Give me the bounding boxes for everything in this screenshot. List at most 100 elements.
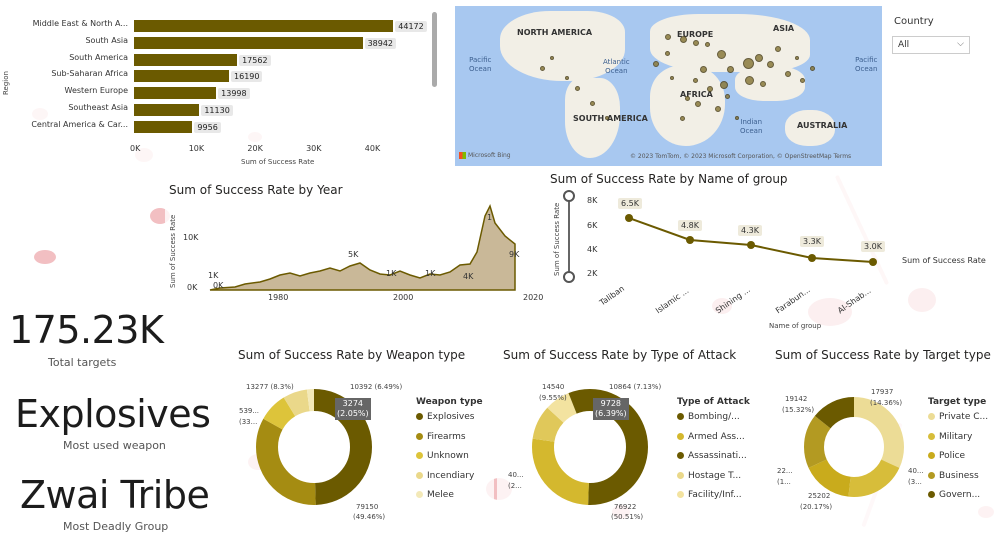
map-bubble[interactable] [715, 106, 721, 112]
map-bubble[interactable] [725, 94, 730, 99]
map-bubble[interactable] [653, 61, 659, 67]
map-bubble[interactable] [665, 51, 670, 56]
map-bubble[interactable] [685, 96, 690, 101]
map-bubble[interactable] [705, 42, 710, 47]
map-bubble[interactable] [745, 76, 754, 85]
donut-slice-government[interactable] [804, 397, 904, 497]
weapon-donut-svg [256, 389, 372, 505]
legend-item[interactable]: Private C... [928, 412, 988, 432]
region-bar[interactable] [134, 53, 238, 66]
map-bubble[interactable] [590, 101, 595, 106]
map-bubble[interactable] [693, 40, 699, 46]
map-bubble[interactable] [720, 81, 728, 89]
map-bubble[interactable] [680, 36, 687, 43]
group-point[interactable] [808, 254, 816, 262]
target-donut-chart[interactable]: Sum of Success Rate by Target type 19142… [768, 340, 996, 539]
map-bubble[interactable] [707, 86, 713, 92]
group-point[interactable] [625, 214, 633, 222]
legend-label: Incendiary [427, 470, 475, 481]
map-bubble[interactable] [727, 66, 734, 73]
attack-donut-chart[interactable]: Sum of Success Rate by Type of Attack 14… [497, 340, 763, 539]
region-bar-label: Western Europe [64, 86, 128, 96]
map-bubble[interactable] [605, 116, 609, 120]
legend-item[interactable]: Govern... [928, 490, 988, 510]
map-bubble[interactable] [670, 76, 674, 80]
slider-top-handle[interactable] [563, 190, 575, 202]
map-bubble[interactable] [540, 66, 545, 71]
legend-item[interactable]: Military [928, 432, 988, 452]
weapon-tooltip-value: 3274 [342, 399, 363, 408]
donut-slice-military[interactable] [804, 397, 904, 497]
map-bubble[interactable] [700, 66, 707, 73]
legend-item[interactable]: Melee [416, 490, 483, 510]
legend-item[interactable]: Assassinati... [677, 451, 750, 471]
map-bubble[interactable] [693, 78, 698, 83]
donut-slice-firearms[interactable] [256, 389, 372, 505]
map-label-europe: EUROPE [677, 30, 714, 39]
region-bar[interactable] [134, 120, 193, 133]
group-point[interactable] [869, 258, 877, 266]
donut-slice-business[interactable] [804, 397, 904, 497]
group-line-chart[interactable]: Sum of Success Rate by Name of group Sum… [550, 168, 990, 333]
map-bubble[interactable] [735, 116, 739, 120]
map-attribution[interactable]: © 2023 TomTom, © 2023 Microsoft Corporat… [630, 153, 852, 160]
target-annot: 22... [777, 467, 793, 475]
world-map[interactable]: NORTH AMERICA EUROPE ASIA AFRICA SOUTH A… [455, 6, 882, 166]
year-area-chart[interactable]: Sum of Success Rate by Year Sum of Succe… [165, 178, 545, 303]
legend-item[interactable]: Bombing/... [677, 412, 750, 432]
group-point[interactable] [686, 236, 694, 244]
region-bar-chart[interactable]: Region Middle East & North A... 44172 Sout… [0, 0, 445, 170]
donut-slice-assassination[interactable] [532, 389, 648, 505]
region-bar-label: South America [69, 52, 128, 62]
ocean-label-atlantic: Atlantic Ocean [603, 58, 630, 76]
map-bubble[interactable] [800, 78, 805, 83]
legend-item[interactable]: Police [928, 451, 988, 471]
scrollbar[interactable] [432, 12, 437, 87]
slider-track[interactable] [568, 196, 570, 276]
legend-item[interactable]: Incendiary [416, 471, 483, 491]
kpi-group-label: Most Deadly Group [63, 520, 169, 533]
map-bubble[interactable] [760, 81, 766, 87]
target-annot: 19142 [785, 395, 808, 403]
legend-item[interactable]: Armed Ass... [677, 432, 750, 452]
legend-item[interactable]: Firearms [416, 432, 483, 452]
slider-bottom-handle[interactable] [563, 271, 575, 283]
map-bubble[interactable] [665, 34, 671, 40]
region-bar[interactable] [134, 87, 217, 100]
legend-item[interactable]: Explosives [416, 412, 483, 432]
map-bubble[interactable] [810, 66, 815, 71]
legend-item[interactable]: Hostage T... [677, 471, 750, 491]
map-bubble[interactable] [695, 101, 701, 107]
weapon-donut-chart[interactable]: Sum of Success Rate by Weapon type 13277… [232, 340, 494, 539]
map-bubble[interactable] [575, 86, 580, 91]
region-bar[interactable] [134, 36, 363, 49]
map-bubble[interactable] [680, 116, 685, 121]
map-label-south-america: SOUTH AMERICA [573, 114, 648, 123]
legend-label: Armed Ass... [688, 431, 745, 442]
map-bubble[interactable] [550, 56, 554, 60]
map-bubble[interactable] [795, 56, 799, 60]
weapon-annot: (33... [239, 418, 258, 426]
region-bar[interactable] [134, 70, 230, 83]
year-data-label: 1K [425, 269, 436, 278]
group-point[interactable] [747, 241, 755, 249]
map-bubble[interactable] [755, 54, 763, 62]
legend-item[interactable]: Unknown [416, 451, 483, 471]
map-bubble[interactable] [785, 71, 791, 77]
donut-slice-armed-assault[interactable] [532, 389, 648, 505]
country-dropdown[interactable]: All ⌵ [892, 36, 970, 54]
kpi-total-targets-label: Total targets [48, 356, 117, 369]
legend-item[interactable]: Facility/Inf... [677, 490, 750, 510]
donut-slice-melee[interactable] [256, 389, 372, 505]
map-bubble[interactable] [775, 46, 781, 52]
region-bar[interactable] [134, 20, 394, 32]
map-bubble[interactable] [717, 50, 726, 59]
weapon-legend: Weapon type Explosives Firearms Unknown … [416, 397, 483, 510]
group-ytick: 6K [587, 221, 598, 230]
legend-item[interactable]: Business [928, 471, 988, 491]
map-bubble[interactable] [767, 61, 774, 68]
legend-dot [677, 413, 684, 420]
region-bar[interactable] [134, 104, 200, 116]
map-bubble[interactable] [743, 58, 754, 69]
map-bubble[interactable] [565, 76, 569, 80]
